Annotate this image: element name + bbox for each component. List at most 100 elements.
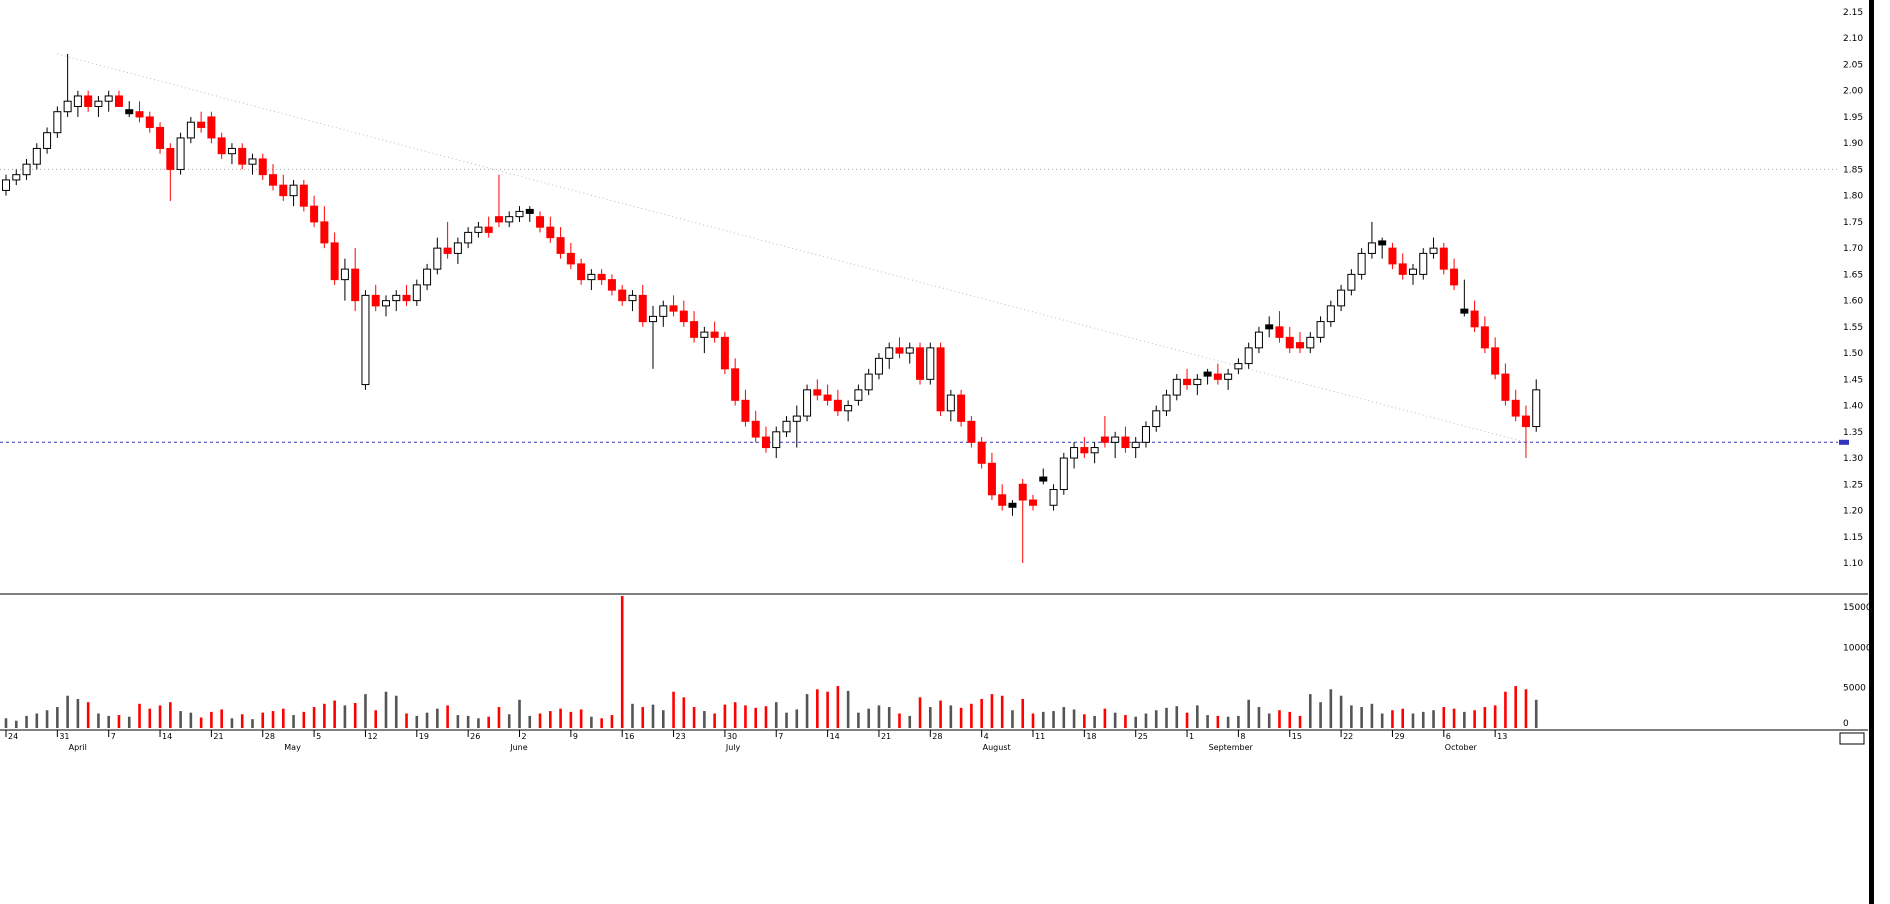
trendline-layer[interactable] xyxy=(57,53,1527,443)
downtrend-line[interactable] xyxy=(57,53,1527,443)
candle-body xyxy=(1511,399,1520,417)
candle-body xyxy=(340,268,349,281)
candle-body xyxy=(772,431,781,449)
candle-body xyxy=(135,111,144,118)
volume-bar xyxy=(1411,713,1415,728)
volume-bar xyxy=(785,712,788,728)
candle-body xyxy=(207,116,216,139)
candle-body xyxy=(443,247,452,254)
candle-body xyxy=(936,347,945,412)
candle-body xyxy=(926,347,935,380)
candle-body xyxy=(22,163,31,176)
candle-body xyxy=(1337,289,1346,307)
volume-bar xyxy=(1360,707,1363,728)
price-axis-labels: 2.15 2.10 2.05 2.00 1.95 1.90 1.85 1.80 1.75 1.70… xyxy=(1843,8,1863,569)
volume-bar xyxy=(384,691,388,728)
volume-bar xyxy=(394,695,398,728)
volume-bar xyxy=(415,715,419,728)
candle-body xyxy=(1193,378,1202,386)
x-axis-tick-label: 6 xyxy=(1446,732,1451,741)
candle-body xyxy=(679,310,688,323)
candle-body xyxy=(1213,373,1222,380)
candle-body xyxy=(1059,457,1068,491)
candle-body xyxy=(597,273,606,281)
candle-body xyxy=(957,394,966,422)
candle-body xyxy=(43,132,52,149)
volume-bar xyxy=(1257,707,1261,728)
volume-bar xyxy=(1226,716,1230,728)
price-axis-label: 1.15 xyxy=(1843,533,1863,543)
x-axis-tick-label: 4 xyxy=(984,732,989,741)
price-axis-label: 1.30 xyxy=(1843,454,1863,464)
volume-bar xyxy=(436,708,439,728)
volume-bar xyxy=(1154,710,1158,728)
volume-bar xyxy=(929,707,932,728)
price-axis-label: 1.50 xyxy=(1843,349,1863,359)
price-axis-label: 2.15 xyxy=(1843,8,1863,18)
x-axis-tick-label: 16 xyxy=(624,732,634,741)
volume-bar xyxy=(1144,713,1148,728)
volume-bar xyxy=(1072,709,1076,728)
candle-body xyxy=(546,226,555,239)
volume-bar xyxy=(281,708,285,728)
volume-bar xyxy=(816,689,819,728)
candle-body xyxy=(176,137,185,170)
volume-bar xyxy=(374,710,378,728)
candle-body xyxy=(1029,499,1037,506)
volume-bar xyxy=(1380,713,1384,728)
candle-body xyxy=(700,331,709,338)
candle-body xyxy=(1152,410,1161,428)
candle-body xyxy=(1398,263,1407,275)
candle-body xyxy=(464,231,473,244)
x-axis-tick-label: 31 xyxy=(59,732,69,741)
candle-body xyxy=(1162,394,1171,412)
volume-bar xyxy=(1298,715,1302,728)
candle-body xyxy=(381,300,390,307)
candle-body xyxy=(330,242,339,281)
volume-bar xyxy=(1216,715,1220,728)
candle-body xyxy=(1203,371,1212,377)
volume-bar xyxy=(14,720,18,728)
volume-bar xyxy=(672,691,675,728)
price-axis-label: 1.60 xyxy=(1843,297,1863,307)
price-axis-label: 1.75 xyxy=(1843,218,1863,228)
x-axis-tick-label: 18 xyxy=(1086,732,1096,741)
volume-bar xyxy=(631,703,634,728)
window-right-border xyxy=(1869,0,1874,904)
volume-bar xyxy=(836,686,840,728)
candle-body xyxy=(1131,441,1140,449)
volume-bar xyxy=(1493,705,1497,728)
candle-body xyxy=(217,137,226,155)
candle-body xyxy=(710,331,719,338)
price-axis-label: 1.40 xyxy=(1843,402,1863,412)
x-axis-tick-label: 7 xyxy=(111,732,116,741)
candle-body xyxy=(1183,378,1192,386)
volume-bar xyxy=(908,715,912,728)
candle-body xyxy=(371,294,380,307)
candle-body xyxy=(1378,240,1387,246)
candle-body xyxy=(525,208,534,214)
candle-body xyxy=(392,294,401,302)
reference-lines-layer[interactable] xyxy=(0,168,1838,443)
candle-body xyxy=(505,216,514,223)
volume-bar xyxy=(518,699,521,728)
price-axis-label: 2.00 xyxy=(1843,87,1863,97)
x-axis-tick-label: 1 xyxy=(1189,732,1194,741)
x-axis-tick-label: 29 xyxy=(1394,732,1404,741)
price-axis-label: 1.10 xyxy=(1843,559,1863,569)
volume-bar xyxy=(1165,707,1168,728)
volume-bar xyxy=(1267,713,1271,728)
volume-bar xyxy=(179,711,182,728)
candle-body xyxy=(720,336,729,370)
candle-body xyxy=(53,111,62,134)
candle-body xyxy=(885,347,894,359)
candle-body xyxy=(782,420,791,433)
x-axis-tick-label: 26 xyxy=(470,732,480,741)
candle-body xyxy=(577,263,586,281)
x-axis-month-label: April xyxy=(69,743,87,752)
candle-body xyxy=(1408,268,1417,275)
volume-bar xyxy=(1524,689,1528,728)
volume-bar xyxy=(138,703,141,728)
volume-bar xyxy=(549,711,552,728)
